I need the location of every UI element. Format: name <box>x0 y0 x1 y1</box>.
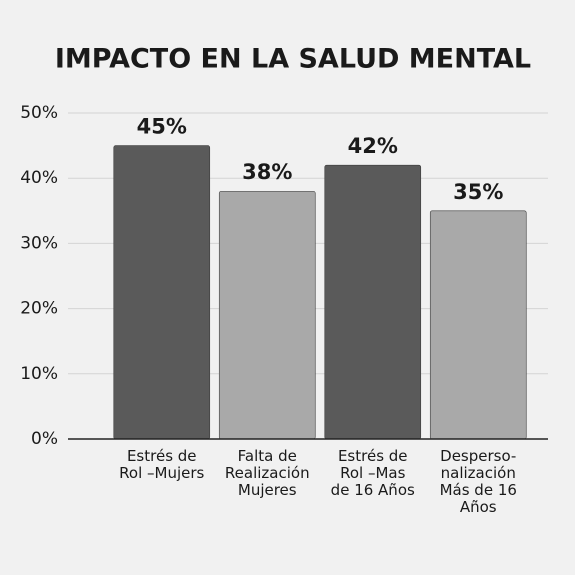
data-label: 35% <box>453 180 503 204</box>
y-tick-label: 0% <box>31 429 58 449</box>
x-tick-label: Desperso- nalización Más de 16 Años <box>439 447 517 516</box>
x-tick-label: Falta de Realización Mujeres <box>224 447 310 499</box>
y-tick-label: 40% <box>20 168 58 188</box>
bar <box>113 145 211 440</box>
x-tick-label: Estrés de Rol –Mujers <box>119 447 205 482</box>
bar <box>429 210 527 440</box>
bar <box>218 190 316 440</box>
data-label: 42% <box>348 134 398 158</box>
y-tick-label: 50% <box>20 103 58 123</box>
chart-title: IMPACTO EN LA SALUD MENTAL <box>55 44 531 75</box>
y-tick-label: 20% <box>20 299 58 319</box>
y-tick-label: 30% <box>20 233 58 253</box>
y-tick-label: 10% <box>20 364 58 384</box>
data-label: 45% <box>137 115 187 139</box>
bar <box>324 164 422 440</box>
x-tick-label: Estrés de Rol –Mas de 16 Años <box>330 447 415 499</box>
data-label: 38% <box>242 160 292 184</box>
